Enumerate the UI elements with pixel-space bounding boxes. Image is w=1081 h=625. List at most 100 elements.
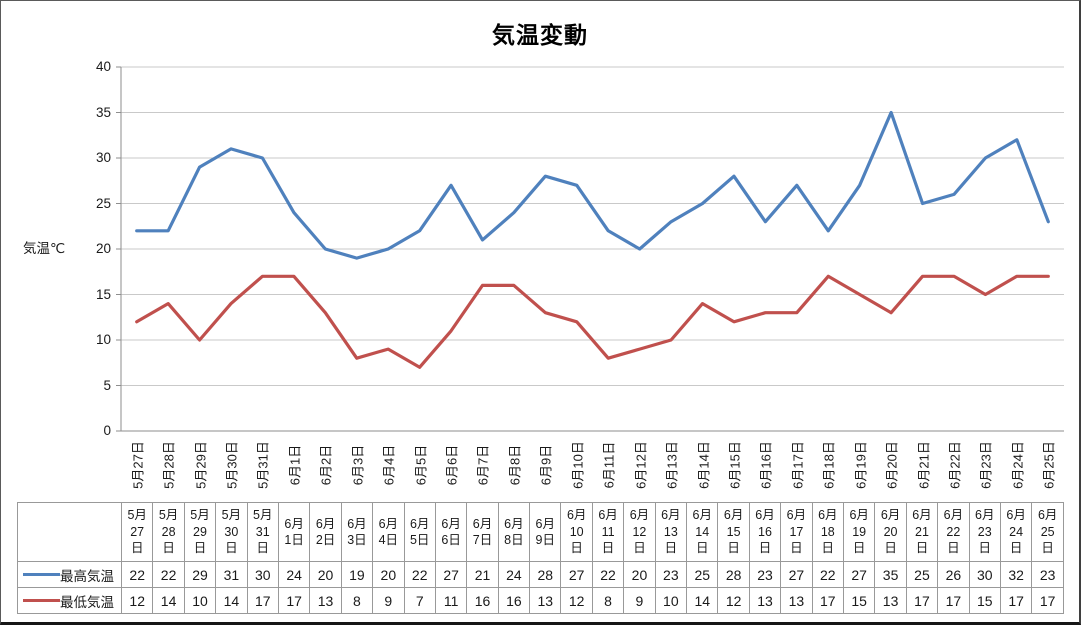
date-cell: 6月 17 日 <box>780 502 813 562</box>
value-cell: 17 <box>277 587 311 614</box>
legend-cell-min: 最低気温 <box>17 587 122 614</box>
value-cell: 28 <box>717 561 750 588</box>
x-axis-label: 6月22日 <box>947 441 963 489</box>
x-axis-label: 6月16日 <box>758 441 774 489</box>
x-axis-label: 6月21日 <box>916 441 932 489</box>
value-cell: 9 <box>623 587 656 614</box>
value-cell: 27 <box>780 561 813 588</box>
value-cell: 22 <box>811 561 844 588</box>
date-cell: 5月 31 日 <box>246 502 279 562</box>
value-cell: 32 <box>999 561 1033 588</box>
value-cell: 17 <box>811 587 844 614</box>
y-tick-label: 40 <box>95 59 111 74</box>
value-cell: 14 <box>686 587 719 614</box>
value-cell: 13 <box>309 587 342 614</box>
date-cell: 6月 24 日 <box>999 502 1033 562</box>
date-cell: 6月 12 日 <box>623 502 656 562</box>
date-cell: 6月 21 日 <box>905 502 939 562</box>
legend-line-icon <box>23 599 60 602</box>
date-cell: 6月 15 日 <box>717 502 750 562</box>
date-cell: 5月 29 日 <box>183 502 217 562</box>
x-axis-label: 6月6日 <box>444 444 460 486</box>
value-cell: 12 <box>120 587 154 614</box>
value-cell: 17 <box>937 587 970 614</box>
legend-line-icon <box>23 573 60 576</box>
value-cell: 13 <box>780 587 813 614</box>
date-cell: 6月 2日 <box>309 502 342 562</box>
value-cell: 27 <box>842 561 876 588</box>
value-cell: 21 <box>466 561 499 588</box>
x-axis-label: 6月19日 <box>853 441 869 489</box>
date-cell: 6月 14 日 <box>686 502 719 562</box>
x-axis-label: 5月31日 <box>255 441 271 489</box>
x-axis-label: 6月15日 <box>727 441 743 489</box>
x-axis-label: 6月14日 <box>696 441 712 489</box>
value-cell: 35 <box>874 561 907 588</box>
value-cell: 13 <box>529 587 562 614</box>
value-cell: 15 <box>842 587 876 614</box>
value-cell: 16 <box>466 587 499 614</box>
y-tick-label: 0 <box>103 423 111 438</box>
value-cell: 31 <box>215 561 248 588</box>
y-tick-label: 20 <box>95 241 111 256</box>
series-line-min <box>135 274 1050 369</box>
value-cell: 22 <box>120 561 154 588</box>
y-tick-label: 35 <box>95 104 111 120</box>
x-axis-label: 6月5日 <box>413 444 429 486</box>
chart-title: 気温変動 <box>492 22 588 48</box>
value-cell: 20 <box>372 561 405 588</box>
x-axis-label: 6月9日 <box>538 444 554 486</box>
value-cell: 12 <box>560 587 593 614</box>
date-cell: 6月 20 日 <box>874 502 907 562</box>
date-cell: 6月 1日 <box>277 502 311 562</box>
x-axis-label: 6月1日 <box>287 444 303 486</box>
date-cell: 6月 23 日 <box>968 502 1001 562</box>
legend-cell-max: 最高気温 <box>17 561 122 588</box>
value-cell: 14 <box>215 587 248 614</box>
value-cell: 8 <box>591 587 625 614</box>
value-cell: 13 <box>874 587 907 614</box>
date-cell: 6月 13 日 <box>654 502 688 562</box>
value-cell: 12 <box>717 587 750 614</box>
x-axis-label: 5月28日 <box>161 441 177 489</box>
value-cell: 13 <box>748 587 782 614</box>
x-axis-label: 6月11日 <box>601 441 617 489</box>
value-cell: 10 <box>654 587 688 614</box>
x-axis-label: 5月30日 <box>224 441 240 489</box>
x-axis-label: 5月27日 <box>130 441 146 489</box>
x-axis-label: 6月2日 <box>318 444 334 486</box>
date-cell: 6月 16 日 <box>748 502 782 562</box>
date-cell: 6月 7日 <box>466 502 499 562</box>
date-cell: 6月 6日 <box>434 502 468 562</box>
date-cell: 6月 18 日 <box>811 502 844 562</box>
x-axis-label: 6月12日 <box>633 441 649 489</box>
value-cell: 30 <box>968 561 1001 588</box>
value-cell: 19 <box>340 561 374 588</box>
x-axis-label: 6月20日 <box>884 441 900 489</box>
x-axis-label: 6月13日 <box>664 441 680 489</box>
value-cell: 22 <box>591 561 625 588</box>
value-cell: 23 <box>654 561 688 588</box>
value-cell: 8 <box>340 587 374 614</box>
value-cell: 10 <box>183 587 217 614</box>
value-cell: 30 <box>246 561 279 588</box>
value-cell: 26 <box>937 561 970 588</box>
y-tick-label: 25 <box>95 195 111 211</box>
value-cell: 16 <box>497 587 531 614</box>
value-cell: 24 <box>497 561 531 588</box>
date-cell: 6月 9日 <box>529 502 562 562</box>
value-cell: 25 <box>686 561 719 588</box>
value-cell: 9 <box>372 587 405 614</box>
y-tick-label: 15 <box>95 286 111 302</box>
date-cell: 6月 5日 <box>403 502 436 562</box>
value-cell: 25 <box>905 561 939 588</box>
value-cell: 22 <box>152 561 185 588</box>
date-cell: 6月 8日 <box>497 502 531 562</box>
value-cell: 27 <box>560 561 593 588</box>
date-cell: 5月 27 日 <box>120 502 154 562</box>
value-cell: 22 <box>403 561 436 588</box>
y-axis-title: 気温℃ <box>23 241 66 256</box>
date-cell: 6月 3日 <box>340 502 374 562</box>
